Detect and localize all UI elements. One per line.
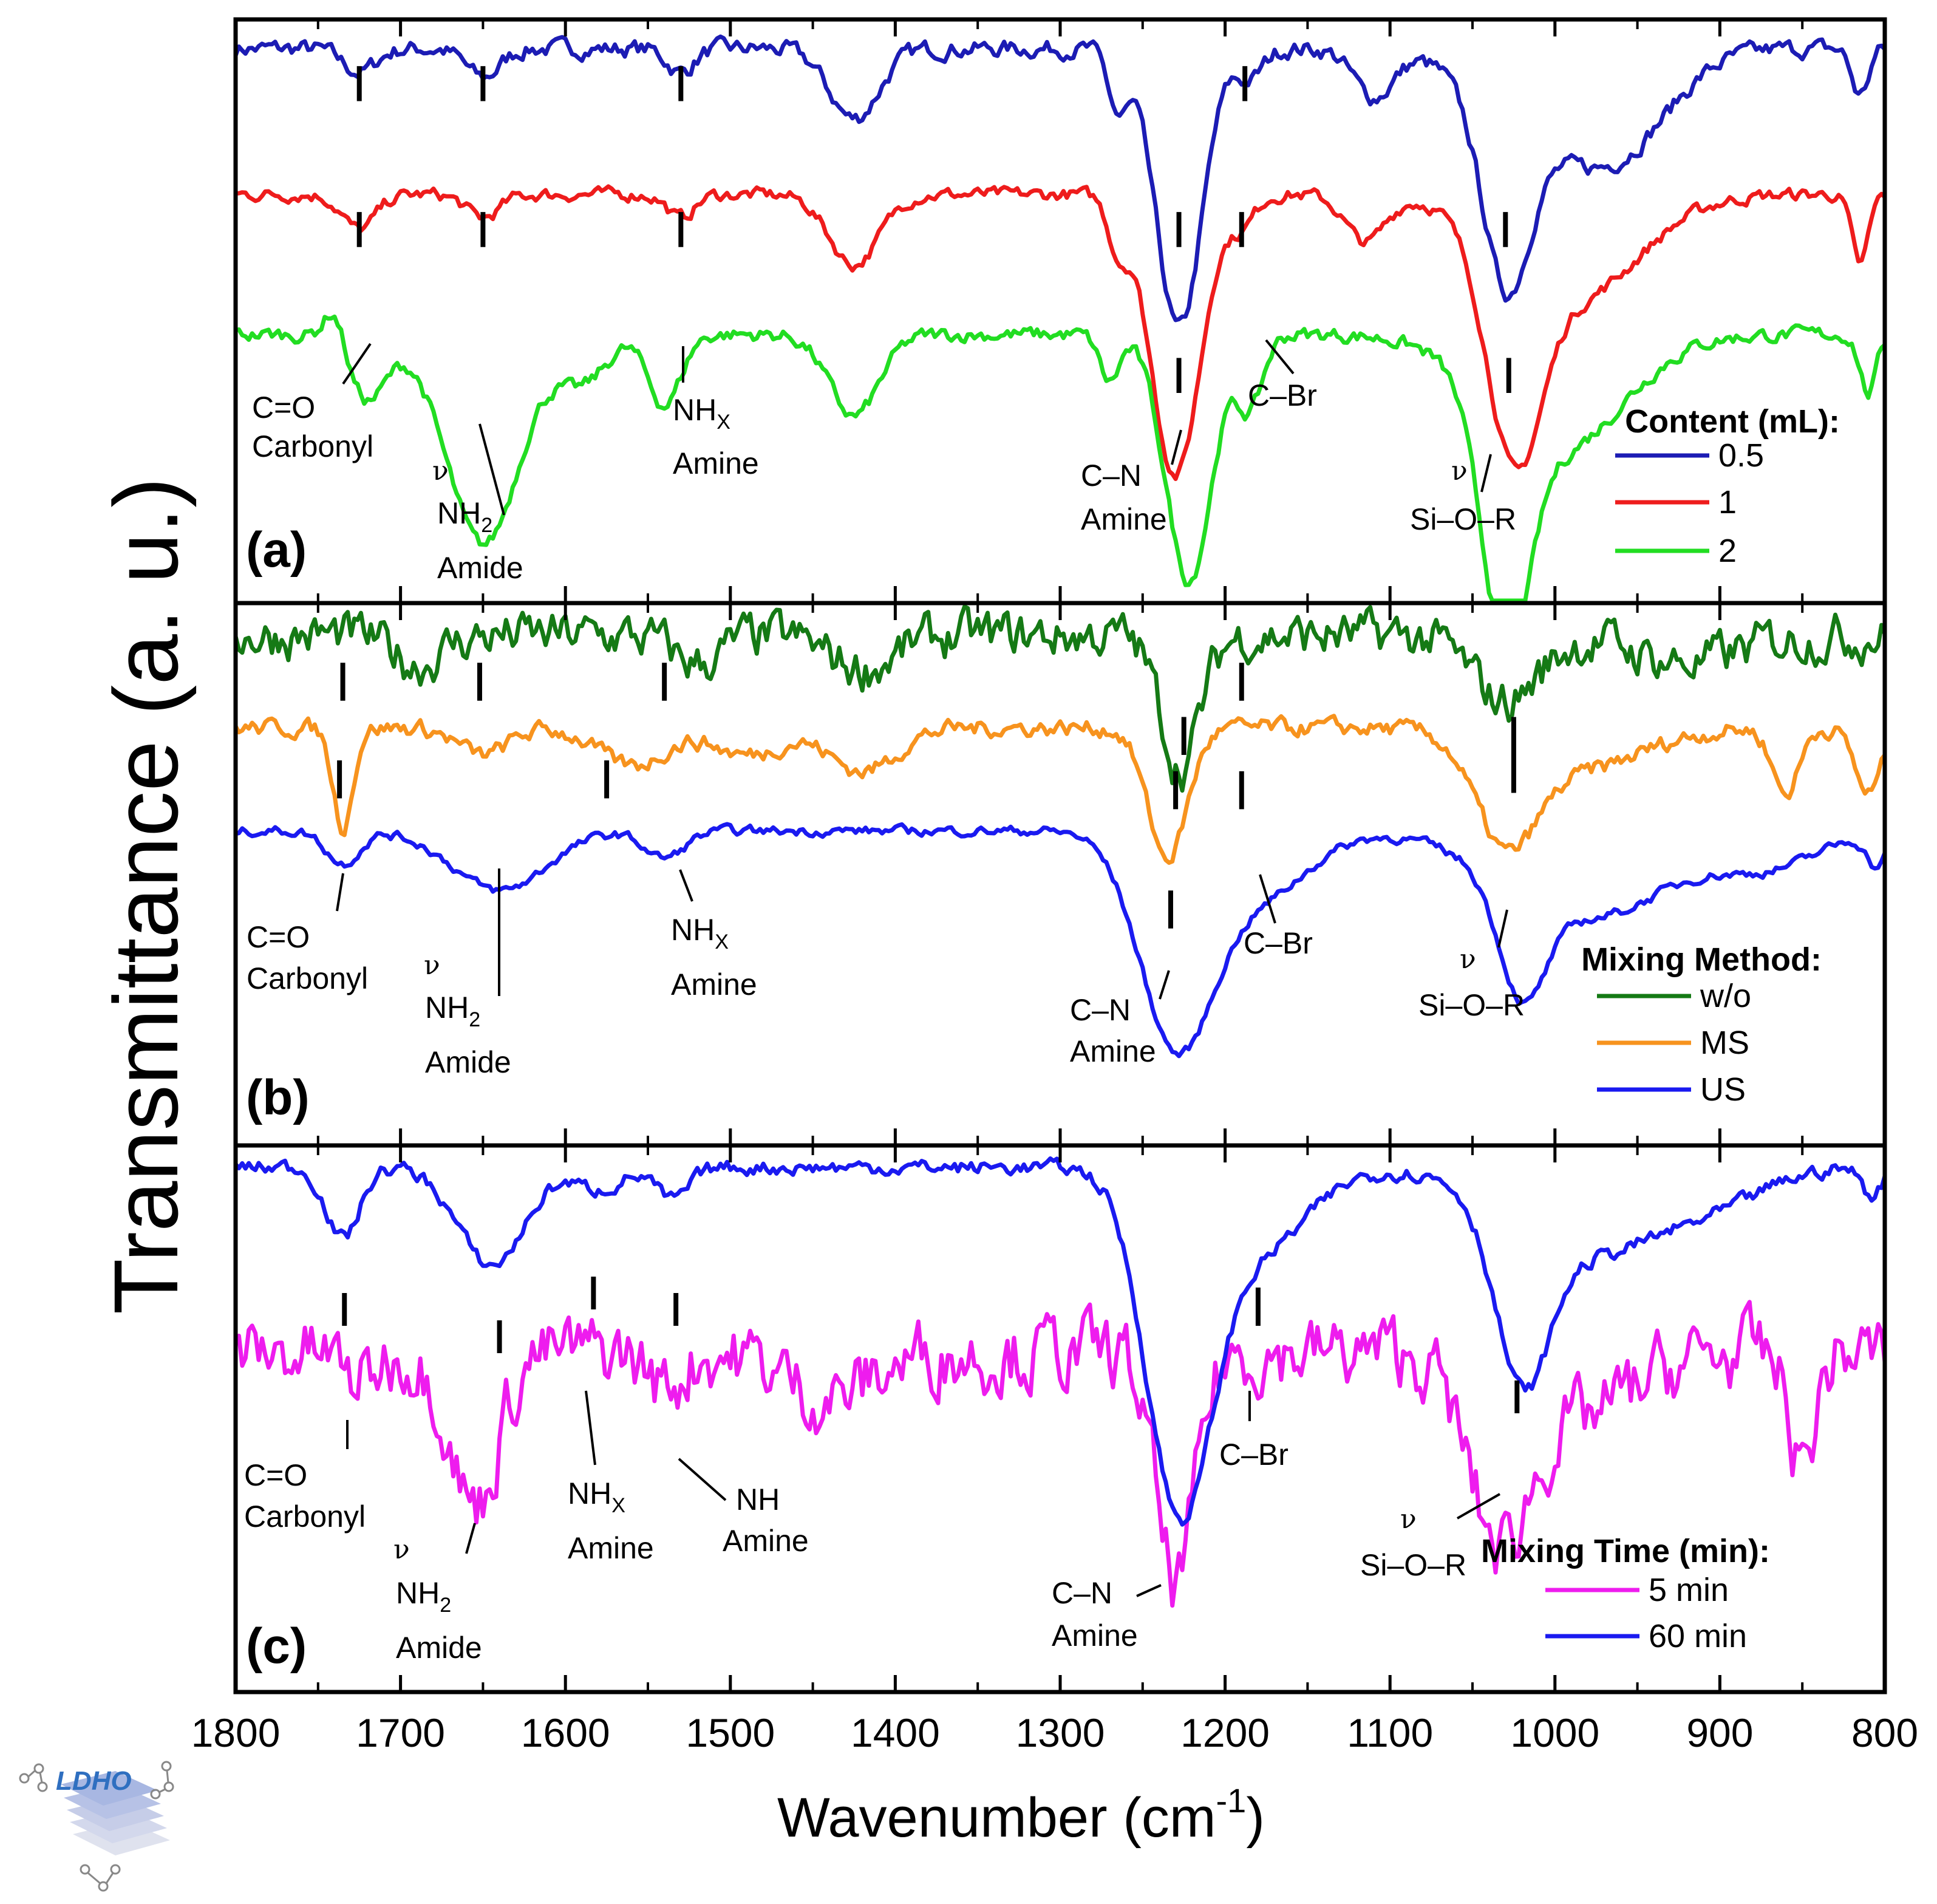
annot-amine-cn: Amine — [1070, 1034, 1156, 1068]
series-line-US — [235, 822, 1887, 1059]
x-tick-label: 800 — [1851, 1710, 1918, 1755]
panel-c-annotations: C=O Carbonyl ν NH2 Amide NHX Amine NH Am… — [244, 1390, 1500, 1665]
annot-nh2: NH2 — [425, 991, 480, 1031]
x-tick-label: 1400 — [851, 1710, 940, 1755]
annot-cbr: C–Br — [1248, 378, 1317, 412]
annot-amine: Amine — [673, 446, 759, 480]
series-line-MS — [233, 714, 1887, 865]
legend-title: Mixing Time (min): — [1481, 1533, 1770, 1569]
annot-amine-cn: Amine — [1052, 1619, 1138, 1653]
annot-nh2: NH2 — [396, 1576, 451, 1617]
legend-entry: w/o — [1700, 978, 1751, 1014]
annot-nu: ν — [393, 1534, 410, 1565]
x-tick-label: 900 — [1686, 1710, 1753, 1755]
annot-nh2: NH2 — [437, 496, 492, 537]
annot-arrow — [342, 343, 372, 385]
annot-arrow — [1159, 970, 1170, 1000]
annot-arrow — [336, 873, 344, 912]
annot-arrow — [1136, 1584, 1162, 1597]
annot-cbr: C–Br — [1244, 926, 1313, 960]
annot-carbonyl: Carbonyl — [247, 961, 368, 995]
ldho-logo: LDHO — [12, 1749, 182, 1901]
annot-arrow — [585, 1390, 596, 1466]
legend-title: Mixing Method: — [1581, 941, 1822, 978]
x-tick-label: 1300 — [1016, 1710, 1105, 1755]
panel-label: (a) — [246, 522, 307, 578]
annot-arrow — [679, 869, 693, 902]
x-tick-label: 1100 — [1347, 1710, 1433, 1755]
x-tick-label: 1200 — [1180, 1710, 1270, 1755]
series-line-2 — [235, 314, 1887, 603]
annot-amine: Amine — [671, 967, 757, 1001]
panel-b: (b) Mixing Method:w/o MS US — [233, 601, 1887, 1148]
series-line-w-o — [233, 604, 1887, 793]
x-tick-label: 1000 — [1510, 1710, 1599, 1755]
annot-arrow — [1265, 339, 1295, 375]
annot-sior: Si–O–R — [1360, 1548, 1466, 1582]
annot-co: C=O — [247, 920, 310, 954]
annot-nh: NH — [736, 1483, 780, 1517]
panel-label: (c) — [246, 1619, 307, 1674]
annot-nhx: NHX — [568, 1476, 625, 1517]
annot-carbonyl: Carbonyl — [252, 429, 373, 463]
y-axis-title: Transmittance (a. u.) — [95, 477, 197, 1314]
annot-nu: ν — [1451, 456, 1468, 486]
annot-arrow — [465, 1523, 476, 1554]
annot-cn: C–N — [1081, 459, 1142, 493]
annot-amine-nh: Amine — [723, 1524, 809, 1558]
annot-arrow — [1497, 909, 1508, 948]
annot-amide: Amide — [396, 1631, 482, 1665]
annot-co: C=O — [244, 1458, 307, 1492]
series-line-1 — [235, 184, 1887, 482]
annot-nu: ν — [1400, 1504, 1417, 1535]
legend-entry: 0.5 — [1718, 437, 1764, 474]
annot-amide: Amide — [425, 1045, 511, 1079]
annot-cbr: C–Br — [1219, 1438, 1288, 1472]
annot-arrow — [678, 1458, 727, 1501]
annot-cn: C–N — [1070, 993, 1131, 1027]
annot-arrow — [1457, 1493, 1500, 1520]
annot-amine-cn: Amine — [1081, 502, 1167, 536]
series-line-5-min — [233, 1300, 1887, 1608]
panel-b-annotations: C=O Carbonyl ν NH2 Amide NHX Amine C–N A… — [247, 868, 1525, 1079]
annot-nu: ν — [1460, 944, 1476, 975]
legend-title: Content (mL): — [1625, 403, 1840, 440]
annot-nu: ν — [424, 950, 440, 981]
panel-label: (b) — [246, 1070, 310, 1125]
annot-amine: Amine — [568, 1531, 654, 1565]
legend-entry: 2 — [1718, 533, 1737, 569]
annot-carbonyl: Carbonyl — [244, 1500, 366, 1534]
panel-frame — [233, 1143, 1887, 1694]
x-tick-label: 1700 — [356, 1710, 445, 1755]
annot-nu: ν — [432, 456, 449, 486]
legend-entry: 60 min — [1649, 1618, 1747, 1654]
x-tick-label: 1600 — [521, 1710, 610, 1755]
legend-entry: US — [1700, 1071, 1746, 1108]
panel-c: (c) Mixing Time (min):5 min 60 min 1800 1700… — [191, 1143, 1918, 1755]
logo-text: LDHO — [56, 1766, 132, 1796]
annot-nhx: NHX — [673, 393, 730, 434]
legend-entry: 5 min — [1649, 1572, 1729, 1608]
annot-arrow — [1171, 429, 1182, 465]
logo-graphic-icon — [19, 1761, 174, 1892]
annot-arrow — [1480, 454, 1492, 493]
annot-sior: Si–O–R — [1410, 502, 1516, 536]
legend-entry: MS — [1700, 1025, 1749, 1061]
annot-arrow — [478, 423, 505, 516]
x-tick-label: 1800 — [191, 1710, 281, 1755]
panel-a-annotations: C=O Carbonyl ν NH2 Amide NHX Amine C–N A… — [252, 339, 1516, 585]
legend-entry: 1 — [1718, 484, 1737, 520]
series-line-0-5 — [233, 34, 1887, 322]
x-axis-title: Wavenumber (cm-1) — [777, 1781, 1265, 1849]
x-tick-label: 1500 — [686, 1710, 775, 1755]
annot-co: C=O — [252, 391, 315, 425]
annot-amide: Amide — [437, 551, 523, 585]
annot-nhx: NHX — [671, 913, 729, 954]
annot-sior: Si–O–R — [1418, 988, 1525, 1022]
series-line-60-min — [234, 1156, 1887, 1527]
annot-arrow — [1259, 874, 1276, 924]
annot-cn: C–N — [1052, 1576, 1112, 1610]
